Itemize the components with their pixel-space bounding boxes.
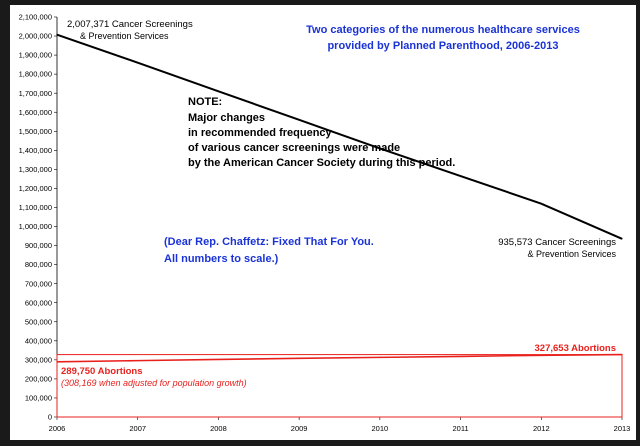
y-tick-label: 1,200,000: [19, 184, 52, 193]
cancer-screenings-point: [137, 62, 139, 64]
x-tick-label: 2006: [49, 424, 66, 433]
chart-title-line1: Two categories of the numerous healthcar…: [306, 24, 580, 36]
y-tick-label: 800,000: [25, 260, 52, 269]
x-tick-label: 2009: [291, 424, 308, 433]
y-tick-label: 1,000,000: [19, 222, 52, 231]
cancer-screenings-point: [217, 90, 220, 92]
note-line2: Major changes: [188, 112, 265, 124]
abortions-point: [137, 360, 139, 362]
abortions-point: [379, 356, 381, 358]
abortions-point: [298, 357, 300, 359]
x-tick-label: 2011: [453, 424, 469, 433]
cancer-screenings-point: [379, 147, 381, 150]
y-tick-label: 600,000: [25, 298, 52, 307]
cancer-screenings-point: [298, 119, 300, 121]
abortion-end-label: 327,653 Abortions: [535, 343, 616, 354]
abortions-line: [56, 353, 623, 363]
x-tick-label: 2008: [210, 424, 227, 433]
y-tick-label: 0: [48, 413, 52, 422]
abortions-point: [217, 358, 220, 361]
y-tick-label: 1,800,000: [19, 70, 52, 79]
note-line3: in recommended frequency: [188, 127, 333, 139]
x-tick-label: 2013: [614, 424, 631, 433]
x-tick-label: 2010: [372, 424, 389, 433]
cancer-end-label-line2: & Prevention Services: [527, 249, 616, 259]
fixed-note-line2: All numbers to scale.): [164, 253, 279, 265]
cancer-screenings-line: [56, 33, 623, 240]
note-line1: NOTE:: [188, 96, 222, 108]
x-tick-label: 2007: [129, 424, 146, 433]
y-tick-label: 400,000: [25, 336, 52, 345]
y-tick-label: 300,000: [25, 355, 52, 364]
abortions-point: [621, 353, 623, 356]
x-tick-label: 2012: [533, 424, 550, 433]
y-tick-label: 200,000: [25, 375, 52, 384]
y-tick-label: 1,900,000: [19, 51, 52, 60]
cancer-screenings-point: [56, 34, 58, 36]
y-tick-label: 1,700,000: [19, 89, 52, 98]
y-tick-label: 100,000: [25, 394, 52, 403]
y-tick-label: 500,000: [25, 317, 52, 326]
chart-title-line2: provided by Planned Parenthood, 2006-201…: [327, 40, 558, 52]
chart-background: [10, 5, 636, 440]
y-tick-label: 1,500,000: [19, 127, 52, 136]
cancer-start-label-line2: & Prevention Services: [80, 31, 169, 41]
y-tick-label: 700,000: [25, 279, 52, 288]
y-tick-label: 900,000: [25, 241, 52, 250]
y-axis: 0 100,000 200,000 300,000 400,000 500,000 600,…: [19, 13, 57, 422]
abortion-outline-box: [56, 354, 623, 418]
x-axis: 2006 2007 2008 2009 2010 2011 2012 2013: [49, 417, 631, 433]
cancer-screenings-point: [459, 175, 462, 177]
y-tick-label: 1,300,000: [19, 165, 52, 174]
cancer-screenings-point: [540, 203, 542, 205]
y-tick-label: 1,400,000: [19, 146, 52, 155]
cancer-start-label-line1: 2,007,371 Cancer Screenings: [67, 19, 193, 30]
y-tick-label: 1,600,000: [19, 108, 52, 117]
cancer-screenings-point: [621, 238, 623, 240]
y-tick-label: 2,000,000: [19, 32, 52, 41]
abortions-point: [459, 355, 462, 358]
abortion-start-label: 289,750 Abortions: [61, 366, 142, 377]
y-tick-label: 1,100,000: [19, 203, 52, 212]
note-line4: of various cancer screenings were made: [188, 142, 400, 154]
cancer-end-label-line1: 935,573 Cancer Screenings: [498, 237, 616, 248]
abortions-point: [56, 361, 58, 363]
series-layer: [56, 33, 623, 363]
fixed-note-line1: (Dear Rep. Chaffetz: Fixed That For You.: [164, 236, 374, 248]
y-tick-label: 2,100,000: [19, 13, 52, 22]
abortion-adjusted-note: (308,169 when adjusted for population gr…: [61, 378, 247, 388]
note-line5: by the American Cancer Society during th…: [188, 157, 455, 169]
abortions-point: [540, 354, 542, 356]
